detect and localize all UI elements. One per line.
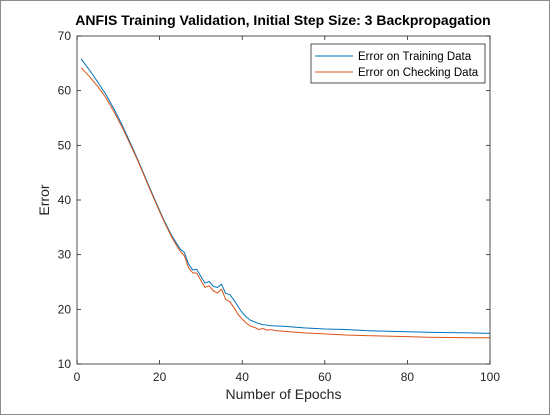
legend: Error on Training Data Error on Checking…: [310, 43, 486, 84]
x-tick-label: 0: [74, 370, 81, 384]
x-tick-label: 40: [236, 370, 250, 384]
plot-area: [77, 36, 490, 364]
x-tick-label: 80: [401, 370, 415, 384]
y-tick-label: 70: [58, 29, 72, 43]
x-axis-label: Number of Epochs: [226, 386, 342, 402]
y-tick-label: 50: [58, 138, 72, 152]
y-axis-label: Error: [36, 184, 52, 215]
y-tick-label: 40: [58, 193, 72, 207]
legend-label-checking: Error on Checking Data: [358, 67, 479, 79]
y-tick-label: 30: [58, 248, 72, 262]
x-tick-label: 20: [153, 370, 167, 384]
chart-title: ANFIS Training Validation, Initial Step …: [75, 12, 490, 28]
series-line-1: [80, 67, 490, 339]
legend-box: [310, 43, 486, 84]
y-tick-label: 10: [58, 357, 72, 371]
ticks-layer: 0 20 40 60 80 100 10 20 30 40 50 60 70: [58, 29, 501, 384]
x-tick-label: 60: [318, 370, 332, 384]
legend-label-training: Error on Training Data: [358, 51, 472, 63]
y-tick-label: 20: [58, 302, 72, 316]
y-tick-label: 60: [58, 84, 72, 98]
x-tick-label: 100: [480, 370, 500, 384]
series-layer: [80, 58, 491, 339]
